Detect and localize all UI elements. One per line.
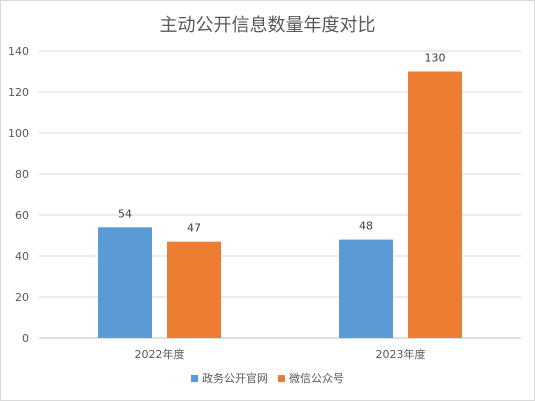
y-tick-label: 120: [8, 86, 29, 99]
y-tick-label: 140: [8, 45, 29, 58]
data-label: 47: [187, 222, 201, 235]
x-tick-label: 2023年度: [376, 347, 426, 361]
y-tick-label: 20: [15, 291, 29, 304]
y-tick-label: 40: [15, 250, 29, 263]
legend-item: 微信公众号: [278, 371, 344, 385]
x-axis-ticks: 2022年度 2023年度: [135, 347, 426, 361]
bar: [167, 241, 221, 338]
y-tick-label: 60: [15, 209, 29, 222]
legend: 政务公开官网 微信公众号: [191, 371, 344, 385]
legend-swatch: [278, 375, 285, 382]
chart-title: 主动公开信息数量年度对比: [160, 15, 376, 36]
y-axis-ticks: 0 20 40 60 80 100 120 140: [8, 45, 29, 345]
legend-item: 政务公开官网: [191, 371, 268, 385]
bar: [408, 71, 462, 338]
y-tick-label: 100: [8, 127, 29, 140]
x-tick-label: 2022年度: [135, 347, 185, 361]
data-label: 48: [359, 220, 373, 233]
bar: [98, 227, 152, 338]
legend-label: 政务公开官网: [202, 371, 268, 385]
data-labels: 54 47 48 130: [118, 52, 446, 235]
data-label: 54: [118, 207, 132, 220]
legend-label: 微信公众号: [289, 371, 344, 385]
data-label: 130: [425, 52, 446, 65]
legend-swatch: [191, 375, 198, 382]
bar: [339, 239, 393, 338]
y-tick-label: 0: [22, 332, 29, 345]
y-tick-label: 80: [15, 168, 29, 181]
bars: [98, 71, 462, 338]
